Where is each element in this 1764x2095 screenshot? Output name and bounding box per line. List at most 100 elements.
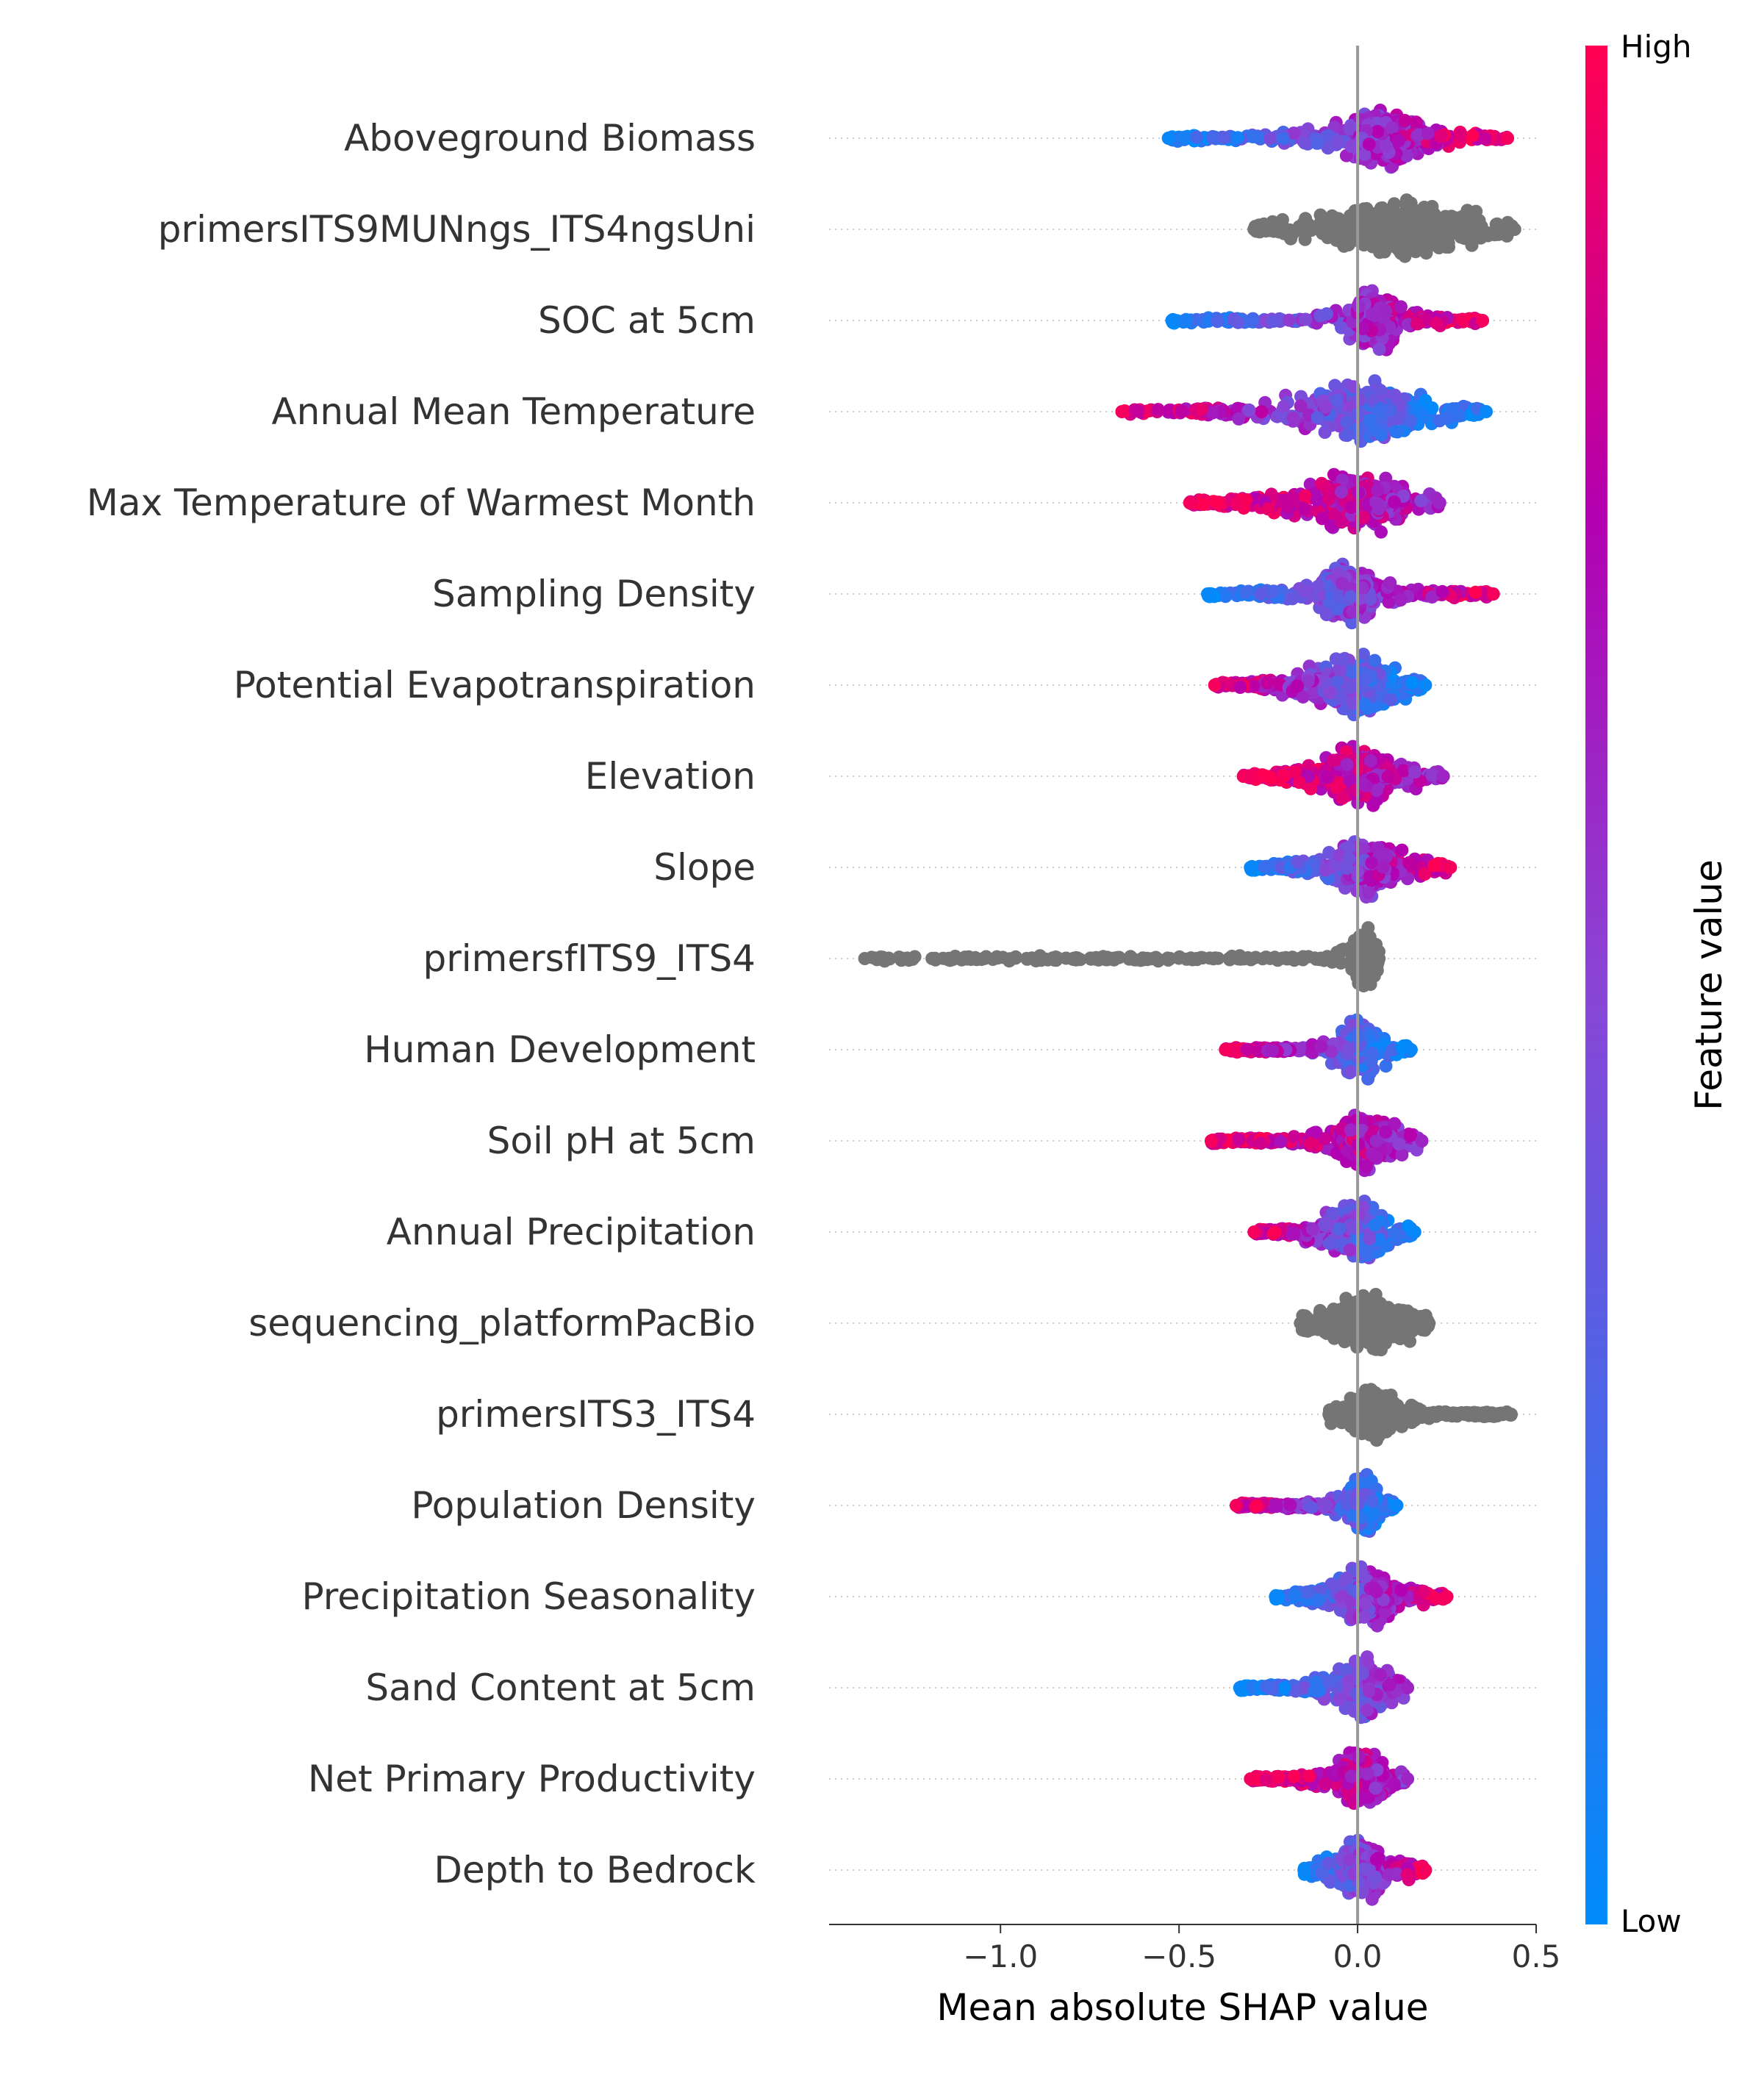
- shap-point: [1205, 129, 1219, 143]
- shap-point: [1371, 125, 1385, 138]
- feature-points: [1247, 193, 1521, 263]
- shap-point: [1299, 312, 1313, 326]
- shap-point: [1255, 405, 1269, 419]
- shap-point: [1455, 312, 1469, 326]
- feature-label: Sampling Density: [432, 573, 756, 615]
- shap-point: [1282, 313, 1296, 327]
- shap-point: [1335, 485, 1348, 499]
- shap-point: [1479, 132, 1492, 146]
- shap-point: [1344, 140, 1358, 153]
- shap-point: [1446, 402, 1460, 416]
- shap-point: [1368, 653, 1382, 667]
- shap-point: [1391, 134, 1405, 148]
- shap-point: [1365, 856, 1379, 870]
- shap-point: [1466, 129, 1480, 143]
- shap-point: [1380, 139, 1393, 153]
- shap-point: [1292, 776, 1306, 789]
- shap-point: [1231, 315, 1245, 329]
- shap-point: [1201, 587, 1214, 601]
- shap-point: [1441, 236, 1455, 250]
- shap-point: [1409, 115, 1423, 129]
- shap-point: [1430, 316, 1444, 330]
- feature-points: [1115, 374, 1493, 448]
- shap-point: [1298, 584, 1312, 598]
- feature-points: [1236, 739, 1450, 812]
- shap-point: [1362, 137, 1376, 151]
- feature-label: sequencing_platformPacBio: [248, 1302, 756, 1344]
- shap-point: [1403, 414, 1417, 428]
- shap-point: [1358, 148, 1372, 162]
- feature-points: [1183, 468, 1446, 539]
- shap-point: [1372, 502, 1385, 516]
- shap-point: [1399, 149, 1413, 163]
- shap-points: [829, 104, 1536, 1906]
- shap-point: [1469, 585, 1482, 599]
- shap-point: [1363, 413, 1377, 427]
- feature-points: [1201, 557, 1500, 630]
- shap-point: [1352, 393, 1366, 407]
- shap-point: [1344, 590, 1358, 604]
- shap-point: [1427, 859, 1441, 873]
- shap-point: [1388, 495, 1401, 509]
- shap-point: [1362, 886, 1375, 900]
- shap-point: [1327, 753, 1341, 767]
- shap-point: [1239, 585, 1252, 599]
- feature-label: Aboveground Biomass: [344, 117, 756, 160]
- shap-point: [1330, 602, 1344, 616]
- shap-point: [1211, 314, 1225, 328]
- shap-point: [1395, 843, 1409, 857]
- shap-point: [1335, 515, 1349, 529]
- feature-label: Soil pH at 5cm: [487, 1120, 756, 1162]
- shap-point: [1435, 584, 1449, 598]
- shap-point: [1276, 132, 1290, 146]
- shap-point: [1385, 121, 1399, 135]
- feature-points: [1208, 648, 1433, 722]
- feature-label: Precipitation Seasonality: [301, 1575, 756, 1618]
- shap-point: [1208, 678, 1222, 692]
- shap-point: [1177, 130, 1191, 144]
- shap-point: [1254, 587, 1268, 601]
- feature-label: Slope: [653, 846, 756, 889]
- shap-point: [1344, 501, 1358, 515]
- shap-point: [1330, 233, 1344, 247]
- shap-point: [1363, 754, 1377, 767]
- shap-point: [1161, 132, 1175, 145]
- shap-point: [1501, 132, 1515, 145]
- shap-point: [1419, 678, 1433, 692]
- shap-point: [1311, 410, 1324, 424]
- shap-point: [1432, 215, 1446, 229]
- shap-point: [1344, 681, 1358, 694]
- shap-point: [1336, 652, 1350, 666]
- shap-point: [1394, 593, 1408, 607]
- shap-point: [1388, 388, 1402, 402]
- shap-point: [1340, 415, 1354, 429]
- shap-point: [1320, 307, 1333, 320]
- shap-point: [1379, 304, 1393, 318]
- shap-point: [1421, 126, 1435, 140]
- feature-label: Sand Content at 5cm: [365, 1666, 756, 1709]
- shap-point: [1444, 861, 1458, 874]
- shap-point: [1419, 393, 1433, 407]
- shap-point: [1381, 770, 1395, 784]
- shap-point: [1433, 129, 1447, 143]
- shap-point: [1287, 126, 1301, 140]
- feature-label: primersITS9MUNngs_ITS4ngsUni: [158, 208, 756, 251]
- shap-point: [1278, 769, 1291, 783]
- shap-point: [1365, 307, 1379, 321]
- feature-label: Potential Evapotranspiration: [234, 664, 756, 706]
- shap-point: [1245, 313, 1259, 326]
- shap-point: [1231, 131, 1245, 145]
- shap-point: [1194, 402, 1208, 416]
- shap-point: [1261, 676, 1274, 690]
- shap-point: [1396, 236, 1410, 250]
- shap-point: [1331, 674, 1345, 688]
- shap-point: [1176, 314, 1190, 328]
- shap-point: [1183, 496, 1197, 509]
- shap-point: [1476, 314, 1490, 327]
- shap-point: [1205, 406, 1219, 420]
- shap-point: [1297, 216, 1311, 230]
- shap-point: [1131, 404, 1145, 418]
- feature-label: SOC at 5cm: [538, 299, 756, 342]
- shap-point: [1383, 576, 1397, 590]
- shap-point: [1233, 681, 1247, 694]
